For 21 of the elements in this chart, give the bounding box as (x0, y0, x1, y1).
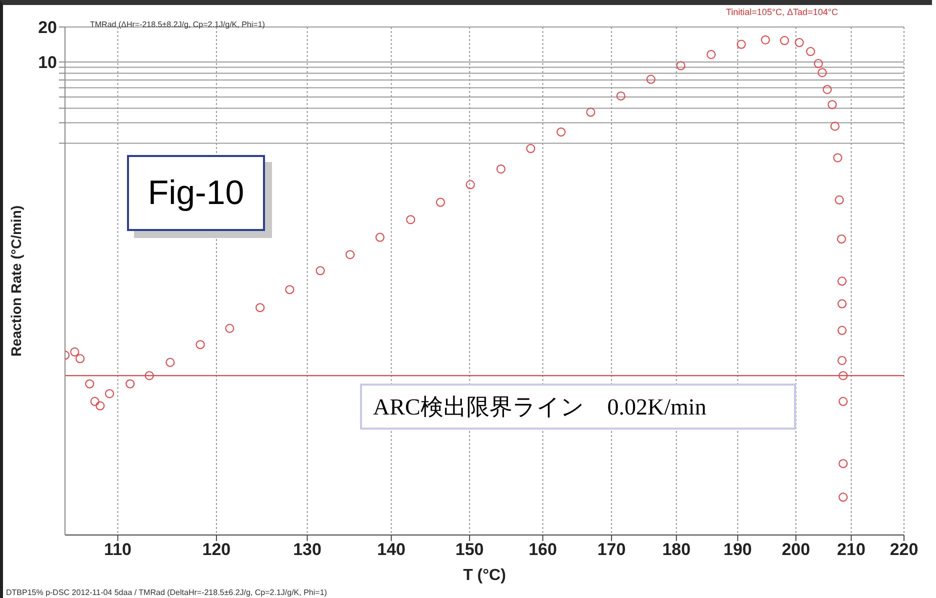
annotation: Fig-10 (127, 155, 265, 231)
x-axis-title: T (°C) (463, 567, 506, 584)
y-tick-label: 10 (38, 53, 57, 72)
ref-line-label: ARC検出限界ライン 0.02K/min (373, 394, 707, 420)
x-tick-label: 220 (890, 540, 918, 560)
x-tick-label: 140 (377, 540, 406, 560)
x-tick-label: 150 (455, 540, 484, 560)
x-tick-label: 190 (724, 540, 752, 560)
x-tick-label: 200 (782, 540, 810, 560)
x-tick-label: 180 (662, 540, 691, 560)
text: DTBP15% p-DSC 2012-11-04 5daa / TMRad (DeltaHr=-218.5±6.2J/g, Cp=2.1J/g/K, Phi=1) (6, 588, 327, 597)
x-tick-label: 120 (202, 540, 231, 560)
x-tick-label: 170 (597, 540, 626, 560)
y-axis-title: Reaction Rate (°C/min) (8, 205, 24, 357)
x-tick-label: 210 (837, 540, 866, 560)
x-tick-label: 130 (293, 540, 322, 560)
x-tick-label: 160 (528, 540, 557, 560)
text: Tinitial=105°C, ΔTad=104°C (726, 7, 838, 17)
x-tick-label: 110 (104, 540, 132, 560)
annotation: TMRad (ΔHr=-218.5±8.2J/g, Cp=2.1J/g/K, Phi=1) (90, 20, 265, 29)
y-tick-label: 20 (38, 18, 57, 38)
